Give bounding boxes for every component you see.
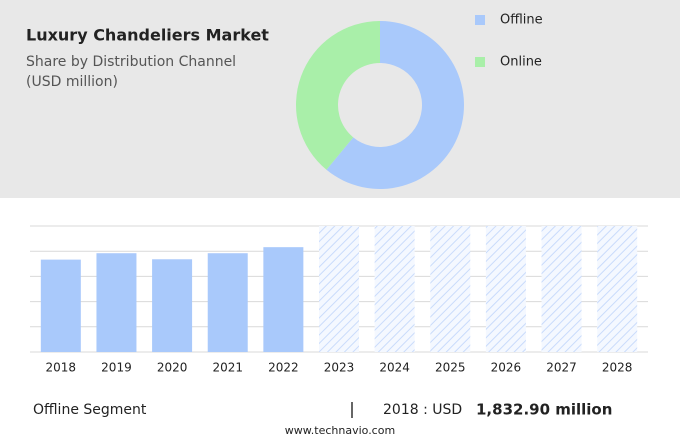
x-tick-label: 2018	[46, 361, 77, 375]
legend-swatch	[475, 57, 485, 67]
forecast-placeholder	[541, 226, 582, 352]
donut-slice	[296, 21, 380, 170]
legend-label: Online	[500, 55, 542, 70]
forecast-placeholder	[374, 226, 415, 352]
forecast-placeholder	[597, 226, 638, 352]
bar	[152, 259, 193, 352]
legend-swatch	[475, 15, 485, 25]
x-tick-label: 2021	[212, 361, 243, 375]
x-tick-label: 2027	[546, 361, 577, 375]
x-tick-label: 2026	[491, 361, 522, 375]
footer-prefix: 2018 : USD	[383, 402, 462, 418]
bar	[207, 253, 248, 352]
bar	[40, 259, 81, 352]
forecast-placeholder	[430, 226, 471, 352]
footer-segment: Offline Segment	[33, 402, 147, 418]
chart-title: Luxury Chandeliers Market	[26, 26, 269, 45]
forecast-placeholder	[319, 226, 359, 352]
legend-label: Offline	[500, 13, 543, 28]
donut-slice	[326, 21, 465, 190]
chart-unit: (USD million)	[26, 74, 118, 90]
x-tick-label: 2025	[435, 361, 466, 375]
x-tick-label: 2028	[602, 361, 633, 375]
bar	[96, 253, 137, 352]
x-tick-label: 2019	[101, 361, 132, 375]
x-tick-label: 2022	[268, 361, 299, 375]
x-tick-label: 2024	[379, 361, 410, 375]
x-tick-label: 2023	[324, 361, 355, 375]
x-tick-label: 2020	[157, 361, 188, 375]
chart-subtitle: Share by Distribution Channel	[26, 54, 236, 70]
bar	[263, 247, 304, 352]
forecast-placeholder	[485, 226, 526, 352]
footer-value: 1,832.90 million	[476, 401, 612, 419]
footer-source: www.technavio.com	[285, 424, 395, 437]
